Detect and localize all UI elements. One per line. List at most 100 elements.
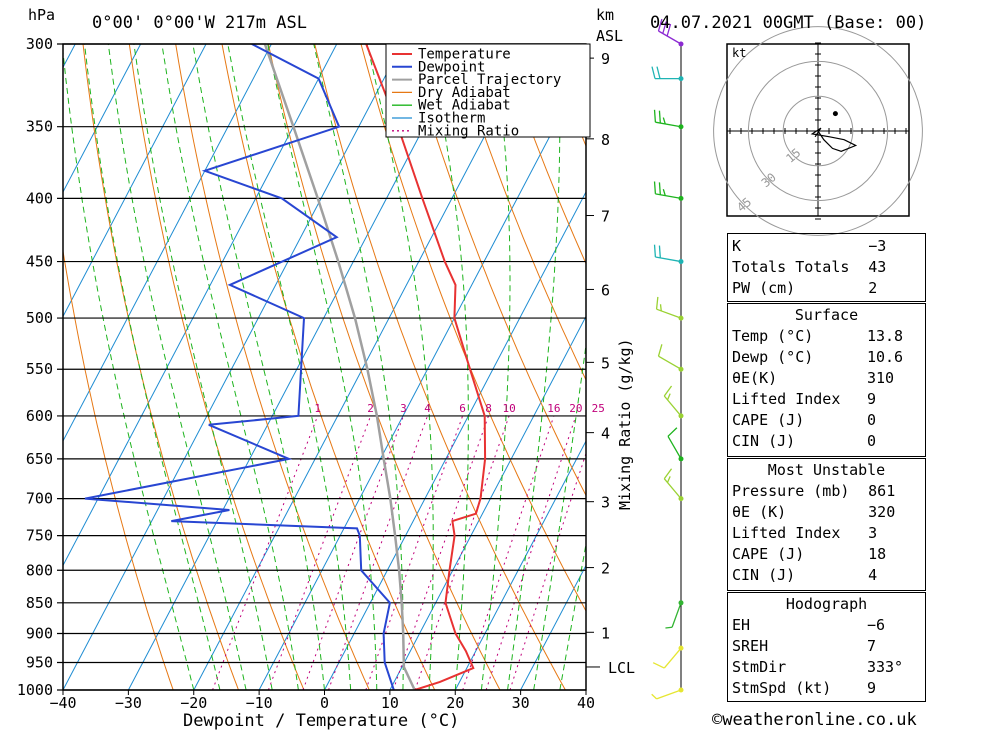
index-value: 9 bbox=[866, 390, 876, 408]
isotherm-line bbox=[454, 439, 586, 690]
index-value: 9 bbox=[866, 679, 876, 697]
pressure-tick-label: 600 bbox=[26, 407, 53, 425]
wind-barb-shaft bbox=[655, 121, 682, 128]
pressure-tick-label: 900 bbox=[26, 624, 53, 642]
wind-barb-flag bbox=[667, 427, 678, 437]
mixing-ratio-label: 25 bbox=[592, 402, 605, 415]
x-tick-label: −10 bbox=[246, 694, 273, 712]
wind-barb-flag bbox=[666, 23, 672, 37]
datetime-title: 04.07.2021 00GMT (Base: 00) bbox=[650, 13, 926, 33]
mixing-ratio-label: 6 bbox=[459, 402, 466, 415]
index-row: PW (cm) 2 bbox=[728, 278, 925, 299]
pressure-unit-label: hPa bbox=[28, 6, 55, 24]
pressure-tick-label: 350 bbox=[26, 118, 53, 136]
wind-level-dot bbox=[678, 41, 684, 47]
wind-barb-flag bbox=[653, 181, 657, 194]
index-name: StmSpd (kt) bbox=[732, 679, 832, 697]
x-tick-label: 40 bbox=[577, 694, 595, 712]
index-name: Lifted Index bbox=[732, 390, 841, 408]
hodograph-ring bbox=[782, 95, 854, 167]
index-row: Temp (°C) 13.8 bbox=[728, 326, 925, 347]
wind-level-dot bbox=[678, 413, 684, 419]
legend-label: Isotherm bbox=[418, 111, 485, 127]
index-name: SREH bbox=[732, 637, 769, 655]
mixing-ratio-label: 1 bbox=[314, 402, 321, 415]
legend-label: Wet Adiabat bbox=[418, 98, 511, 114]
wet-adiabat-line bbox=[559, 541, 586, 690]
dry-adiabat-line bbox=[314, 44, 566, 690]
wet-adiabat-line bbox=[267, 44, 378, 690]
dry-adiabat-line bbox=[175, 44, 370, 690]
wind-level-dot bbox=[678, 195, 684, 201]
pressure-tick-label: 650 bbox=[26, 450, 53, 468]
index-value: 13.8 bbox=[866, 327, 904, 345]
pressure-axis-ticks: 300 350 400 450 500 550 600 650 700 750 800 850 900 9… bbox=[17, 35, 53, 699]
pressure-tick-label: 450 bbox=[26, 253, 53, 271]
index-name: Pressure (mb) bbox=[732, 482, 850, 500]
background-lines bbox=[63, 44, 586, 690]
wind-barb-flag bbox=[653, 244, 657, 258]
index-value: −3 bbox=[868, 237, 887, 255]
wind-level-dot bbox=[678, 259, 684, 265]
index-row: Dewp (°C) 10.6 bbox=[728, 347, 925, 368]
x-axis-title: Dewpoint / Temperature (°C) bbox=[183, 711, 459, 731]
legend-label: Dewpoint bbox=[418, 59, 485, 75]
wind-barb-shaft bbox=[656, 308, 682, 319]
index-value: 310 bbox=[866, 369, 895, 387]
km-tick-label: 6 bbox=[601, 281, 610, 299]
wet-adiabat-line bbox=[480, 44, 511, 690]
km-tick-label: 3 bbox=[601, 494, 610, 512]
index-row: Lifted Index 9 bbox=[728, 389, 925, 410]
height-unit-label: km bbox=[596, 6, 614, 24]
x-tick-label: −20 bbox=[180, 694, 207, 712]
wind-barb-shaft bbox=[663, 647, 682, 669]
wind-level-dot bbox=[678, 366, 684, 372]
wind-barb-shaft bbox=[663, 395, 682, 417]
index-name: CAPE (J) bbox=[732, 411, 805, 429]
pressure-tick-label: 850 bbox=[26, 594, 53, 612]
mixing-ratio-label: 2 bbox=[367, 402, 374, 415]
index-name: CAPE (J) bbox=[732, 545, 805, 563]
wind-barb-flag bbox=[653, 109, 657, 123]
index-row: CIN (J) 0 bbox=[728, 431, 925, 452]
wet-adiabat-line bbox=[192, 44, 325, 690]
wind-barb-flag bbox=[662, 21, 667, 34]
pressure-tick-label: 700 bbox=[26, 490, 53, 508]
dry-adiabat-line bbox=[128, 44, 305, 690]
mixing-ratio-line bbox=[485, 415, 577, 690]
mixing-ratio-line bbox=[328, 415, 428, 690]
dry-adiabat-line bbox=[267, 44, 501, 690]
legend-label: Mixing Ratio bbox=[418, 123, 519, 139]
mixing-ratio-line bbox=[392, 415, 489, 690]
location-title: 0°00' 0°00'W 217m ASL bbox=[92, 13, 307, 33]
temperature-line bbox=[365, 44, 487, 690]
wind-barb-flag bbox=[662, 117, 666, 125]
wind-barb-flag bbox=[655, 296, 659, 310]
wet-adiabat-line bbox=[427, 44, 469, 690]
isotherm-line bbox=[63, 44, 207, 318]
wind-barb-shaft bbox=[663, 478, 682, 500]
x-tick-label: 10 bbox=[381, 694, 399, 712]
most-unstable-title: Most Unstable bbox=[767, 461, 886, 479]
index-row: SREH 7 bbox=[728, 636, 925, 657]
index-row: Pressure (mb) 861 bbox=[728, 481, 925, 502]
wind-barb-shaft bbox=[656, 689, 682, 700]
mixing-ratio-line bbox=[509, 451, 586, 690]
hodograph-box: Hodograph EH −6 SREH 7 StmDir 333° StmSpd (kt)… bbox=[727, 592, 926, 702]
index-name: StmDir bbox=[732, 658, 787, 676]
km-tick-label: 7 bbox=[601, 208, 610, 226]
index-name: Temp (°C) bbox=[732, 327, 814, 345]
km-tick-label: 4 bbox=[601, 425, 610, 443]
pressure-tick-label: 750 bbox=[26, 527, 53, 545]
index-row: θE(K) 310 bbox=[728, 368, 925, 389]
wet-adiabat-line bbox=[507, 44, 561, 690]
wind-barb-flag bbox=[658, 182, 661, 195]
wind-barb-flag bbox=[652, 662, 665, 669]
index-name: EH bbox=[732, 616, 751, 634]
index-name: K bbox=[732, 237, 742, 255]
index-name: Dewp (°C) bbox=[732, 348, 814, 366]
dry-adiabat-line bbox=[406, 44, 586, 497]
pressure-tick-label: 800 bbox=[26, 561, 53, 579]
wind-barb-flag bbox=[663, 468, 673, 480]
